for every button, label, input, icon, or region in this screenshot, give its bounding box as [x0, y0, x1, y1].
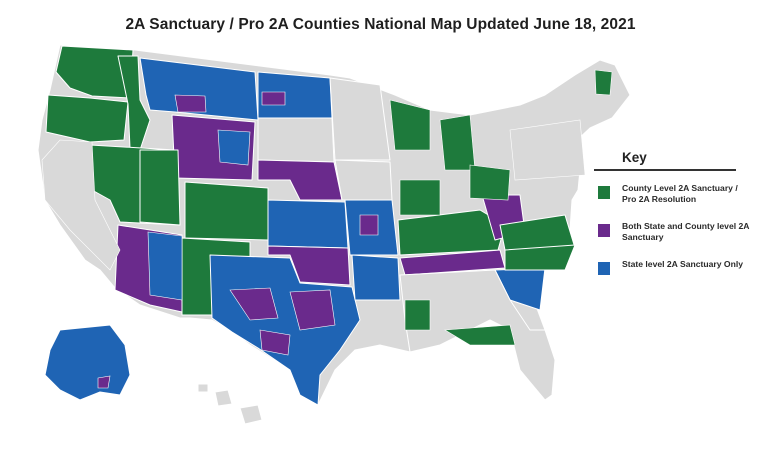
michigan-green — [439, 114, 476, 171]
missouri-purple — [359, 214, 379, 236]
legend-label-county: County Level 2A Sanctuary / Pro 2A Resol… — [622, 183, 738, 204]
state-alaska — [44, 324, 131, 401]
legend-swatch-both — [598, 224, 610, 237]
legend-item-both: Both State and County level 2A Sanctuary — [594, 221, 750, 247]
state-hawaii-1 — [197, 383, 209, 393]
arizona-blue — [147, 231, 183, 301]
montana-purple — [174, 94, 207, 113]
state-kansas — [267, 199, 349, 249]
maine-green — [594, 69, 613, 96]
state-nebraska — [257, 159, 343, 201]
map-title: 2A Sanctuary / Pro 2A Counties National … — [125, 16, 636, 33]
nevada-gray — [41, 139, 121, 271]
legend-item-state: State level 2A Sanctuary Only — [594, 259, 750, 285]
legend-label-state: State level 2A Sanctuary Only — [622, 259, 744, 269]
state-iowa — [334, 159, 393, 201]
alaska-purple — [97, 375, 111, 389]
legend-title: Key — [594, 150, 736, 171]
legend-item-county: County Level 2A Sanctuary / Pro 2A Resol… — [594, 183, 750, 209]
state-arkansas — [351, 254, 401, 301]
state-oregon — [45, 94, 129, 143]
north-dakota-purple — [261, 91, 286, 106]
texas-purple-3 — [259, 329, 291, 356]
legend-swatch-county — [598, 186, 610, 199]
legend-swatch-state — [598, 262, 610, 275]
state-utah — [139, 149, 181, 226]
wyoming-blue — [217, 129, 251, 166]
southeast-green-2 — [404, 299, 431, 331]
state-southeast — [399, 269, 556, 401]
legend: Key County Level 2A Sanctuary / Pro 2A R… — [594, 150, 750, 285]
state-north-carolina — [504, 244, 576, 271]
texas-purple-2 — [289, 289, 336, 331]
state-hawaii-2 — [214, 389, 233, 407]
state-idaho-north — [117, 55, 151, 151]
texas-purple-1 — [229, 287, 279, 321]
state-montana — [139, 57, 259, 121]
state-minnesota — [329, 77, 391, 161]
state-hawaii-3 — [239, 404, 263, 425]
wisconsin-green — [389, 99, 431, 151]
ny-pa-gray — [509, 119, 586, 181]
ohio-green — [469, 164, 511, 201]
state-south-dakota — [257, 117, 335, 163]
state-virginia — [499, 214, 576, 251]
illinois-green — [399, 179, 441, 216]
legend-label-both: Both State and County level 2A Sanctuary — [622, 221, 750, 242]
state-colorado — [184, 181, 269, 241]
state-washington — [55, 45, 134, 99]
southeast-green-1 — [444, 324, 516, 346]
